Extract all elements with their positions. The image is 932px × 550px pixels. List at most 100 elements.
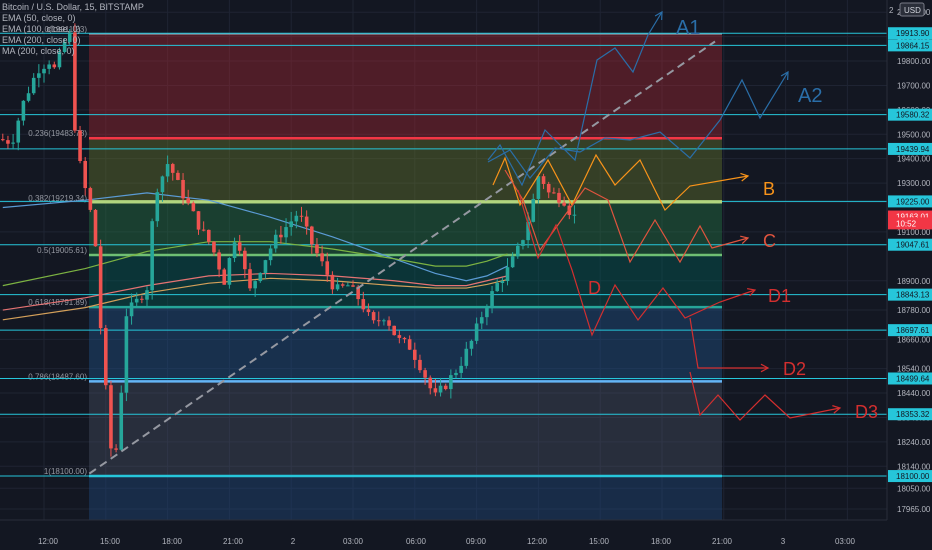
level-price-tag-text: 18843.13 <box>896 291 930 300</box>
candle-body <box>0 139 5 141</box>
scenario-a1-arrow <box>654 10 663 21</box>
candle-body <box>145 290 149 300</box>
candle-body <box>304 216 309 227</box>
candle-body <box>150 221 154 291</box>
level-price-tag <box>888 408 932 421</box>
fib-zone <box>89 202 722 255</box>
candle-body <box>160 176 165 193</box>
candle-body <box>212 241 216 253</box>
time-tick-label: 3 <box>781 537 786 546</box>
candlesticks <box>0 23 577 457</box>
scenario-b <box>492 153 749 211</box>
candle-body <box>273 234 278 249</box>
current-price-tag <box>888 217 932 230</box>
level-price-tag <box>888 39 932 52</box>
time-tick-label: 09:00 <box>466 537 487 546</box>
level-price-tag-text: 19864.15 <box>896 41 930 50</box>
candle-body <box>62 42 67 53</box>
fib-zone <box>89 33 722 139</box>
candle-body <box>21 100 26 121</box>
level-price-tag <box>888 372 932 385</box>
price-tick-label: 19400.00 <box>897 155 931 164</box>
price-tick-label: 19500.00 <box>897 130 931 139</box>
candle-body <box>42 68 46 74</box>
candle-body <box>438 385 443 393</box>
level-price-tag-text: 18499.64 <box>896 374 930 383</box>
indicator-ma200[interactable]: MA (200, close, 0) <box>2 46 75 56</box>
candle-body <box>376 320 381 322</box>
candle-body <box>83 160 87 189</box>
candle-body <box>418 359 422 371</box>
level-price-tag <box>888 470 932 483</box>
candle-body <box>217 252 221 270</box>
candle-body <box>124 316 129 393</box>
trend-line <box>88 40 716 475</box>
chart-legend: Bitcoin / U.S. Dollar, 15, BITSTAMP EMA … <box>2 2 144 57</box>
candle-body <box>356 286 360 300</box>
candle-body <box>459 365 463 373</box>
candle-body <box>191 202 196 212</box>
time-tick-label: 15:00 <box>589 537 610 546</box>
scenario-label-d: D <box>588 278 601 298</box>
scenario-a1 <box>487 11 663 187</box>
indicator-ema100[interactable]: EMA (100, close, 0) <box>2 24 81 34</box>
candle-body <box>474 323 479 341</box>
candle-body <box>253 281 257 289</box>
time-axis-bg <box>0 520 932 550</box>
level-price-tag <box>888 324 932 337</box>
candle-body <box>73 32 77 131</box>
candle-body <box>387 320 391 326</box>
price-tick-label: 19100.00 <box>897 228 931 237</box>
candle-body <box>443 385 448 390</box>
scenario-c <box>504 169 749 264</box>
scenario-label-a1: A1 <box>676 17 700 39</box>
candle-body <box>299 215 304 217</box>
current-price-tag-text: 19163.01 <box>896 213 930 222</box>
candle-body <box>495 282 499 292</box>
level-price-tag <box>888 142 932 155</box>
candle-body <box>562 202 566 206</box>
candle-body <box>371 312 376 321</box>
time-tick-label: 03:00 <box>343 537 364 546</box>
candle-body <box>181 179 185 199</box>
fib-zone <box>89 307 722 382</box>
candle-body <box>227 258 232 285</box>
candle-body <box>129 302 134 317</box>
level-price-tag <box>888 238 932 251</box>
candle-body <box>31 77 36 94</box>
chart-title: Bitcoin / U.S. Dollar, 15, BITSTAMP <box>2 2 144 12</box>
candle-body <box>325 261 330 275</box>
level-price-tag <box>888 27 932 40</box>
candle-body <box>248 269 252 289</box>
price-tick-label: 18540.00 <box>897 365 931 374</box>
level-price-tag <box>888 108 932 121</box>
candle-body <box>57 52 62 68</box>
candle-body <box>186 198 190 203</box>
price-tick-label: 18240.00 <box>897 438 931 447</box>
indicator-ema50[interactable]: EMA (50, close, 0) <box>2 13 76 23</box>
candle-body <box>294 215 299 222</box>
scenario-label-d2: D2 <box>783 359 806 379</box>
candle-body <box>428 377 433 389</box>
scenario-label-d1: D1 <box>768 286 791 306</box>
candle-body <box>165 164 170 177</box>
scenario-d1-arrow <box>747 288 757 297</box>
indicator-ema200[interactable]: EMA (200, close, 0) <box>2 35 81 45</box>
candle-body <box>47 64 51 69</box>
scenario-d3-arrow <box>832 405 842 414</box>
candle-body <box>464 348 469 366</box>
level-price-tag-text: 19580.32 <box>896 111 930 120</box>
candle-body <box>279 234 283 238</box>
candle-body <box>315 244 319 254</box>
fib-zone <box>89 476 722 520</box>
price-tick-label: 19300.00 <box>897 179 931 188</box>
candle-body <box>37 73 41 78</box>
time-tick-label: 03:00 <box>835 537 856 546</box>
currency-button[interactable] <box>899 2 925 17</box>
candle-body <box>196 211 201 230</box>
scenario-d2-arrow <box>760 363 770 373</box>
candle-body <box>572 214 577 216</box>
candle-body <box>407 339 412 350</box>
